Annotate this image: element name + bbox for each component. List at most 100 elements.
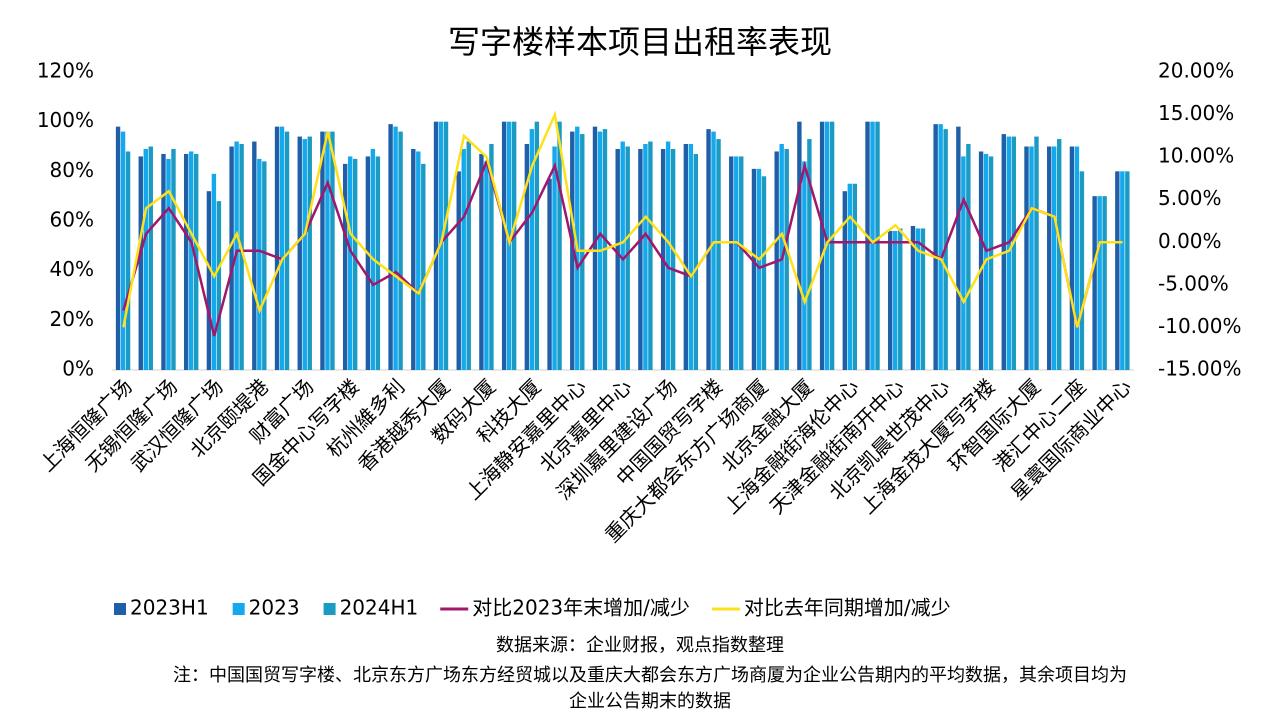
bar bbox=[183, 153, 189, 370]
bar bbox=[898, 228, 903, 370]
bar bbox=[120, 131, 126, 370]
bar bbox=[274, 126, 280, 370]
bar bbox=[829, 121, 835, 371]
bar bbox=[1115, 171, 1120, 370]
y2-tick-label: -10.00% bbox=[1158, 314, 1241, 338]
y2-tick-label: -15.00% bbox=[1158, 357, 1241, 381]
bar bbox=[716, 139, 721, 370]
bar bbox=[638, 148, 643, 370]
bar bbox=[1092, 196, 1097, 370]
y-tick-label: 40% bbox=[50, 257, 94, 281]
bar bbox=[1074, 146, 1080, 370]
bar bbox=[325, 131, 330, 370]
bar bbox=[802, 161, 807, 370]
bar bbox=[1120, 171, 1125, 370]
bar bbox=[688, 144, 694, 370]
bar bbox=[421, 163, 426, 370]
bar bbox=[330, 131, 335, 370]
bar bbox=[1006, 136, 1011, 370]
bar bbox=[416, 151, 421, 370]
bar bbox=[729, 156, 734, 370]
bar bbox=[393, 126, 398, 370]
bar bbox=[398, 131, 403, 370]
bar bbox=[461, 148, 466, 370]
bar bbox=[1011, 136, 1016, 370]
bar bbox=[148, 146, 153, 370]
bar bbox=[229, 146, 234, 370]
bar bbox=[307, 136, 312, 370]
bar bbox=[648, 141, 653, 370]
bar bbox=[670, 148, 676, 370]
bar bbox=[188, 151, 194, 370]
y2-tick-label: 0.00% bbox=[1158, 229, 1222, 253]
bar bbox=[547, 178, 552, 370]
bar bbox=[893, 230, 898, 370]
bar bbox=[865, 121, 870, 371]
bar bbox=[819, 121, 825, 371]
y-tick-label: 60% bbox=[50, 208, 94, 232]
bar bbox=[1102, 196, 1107, 370]
bar bbox=[683, 144, 689, 370]
bar bbox=[252, 141, 257, 370]
bar bbox=[1079, 171, 1085, 370]
bar bbox=[456, 171, 461, 370]
y2-tick-label: 15.00% bbox=[1158, 101, 1234, 125]
legend-label: 对比去年同期增加/减少 bbox=[744, 596, 951, 620]
bar bbox=[961, 156, 966, 370]
bar bbox=[784, 148, 789, 370]
bar bbox=[206, 191, 212, 370]
bar bbox=[888, 230, 893, 370]
legend-label: 对比2023年末增加/减少 bbox=[472, 596, 690, 620]
y-tick-label: 0% bbox=[62, 357, 94, 381]
bar bbox=[262, 161, 267, 370]
bar bbox=[433, 121, 439, 371]
bar bbox=[388, 124, 393, 371]
bar bbox=[910, 225, 916, 370]
bar bbox=[852, 183, 858, 370]
bar bbox=[302, 139, 307, 370]
bar bbox=[592, 126, 598, 370]
note: 注：中国国贸写字楼、北京东方广场东方经贸城以及重庆大都会东方广场商厦为企业公告期… bbox=[173, 665, 1127, 686]
bar bbox=[320, 131, 325, 370]
bar bbox=[797, 121, 802, 371]
bar bbox=[620, 141, 625, 370]
bar bbox=[342, 163, 348, 370]
bar bbox=[956, 126, 961, 370]
bar bbox=[511, 121, 517, 371]
bar bbox=[615, 148, 620, 370]
legend-label: 2023 bbox=[249, 596, 300, 620]
bar bbox=[665, 141, 671, 370]
bar bbox=[1125, 171, 1130, 370]
bar bbox=[557, 121, 562, 371]
y2-tick-label: 5.00% bbox=[1158, 186, 1222, 210]
bar bbox=[847, 183, 853, 370]
bar bbox=[534, 121, 540, 371]
bar bbox=[978, 151, 984, 370]
bar bbox=[938, 124, 943, 371]
source: 数据来源：企业财报，观点指数整理 bbox=[496, 635, 784, 656]
bar bbox=[284, 131, 290, 370]
chart-title: 写字楼样本项目出租率表现 bbox=[448, 23, 832, 61]
bar bbox=[1034, 136, 1039, 370]
bar bbox=[365, 156, 371, 370]
bar bbox=[875, 121, 880, 371]
y-tick-label: 80% bbox=[50, 158, 94, 182]
bar bbox=[443, 121, 449, 371]
note: 企业公告期末的数据 bbox=[569, 691, 731, 712]
bar bbox=[466, 141, 471, 370]
bar bbox=[489, 144, 494, 370]
bar bbox=[552, 146, 557, 370]
bar bbox=[161, 153, 166, 370]
bar bbox=[807, 139, 812, 370]
legend-swatch bbox=[114, 603, 126, 615]
y2-tick-label: -5.00% bbox=[1158, 271, 1229, 295]
y2-tick-label: 20.00% bbox=[1158, 59, 1234, 83]
bar bbox=[920, 228, 926, 370]
legend-swatch bbox=[323, 603, 336, 615]
bar bbox=[211, 173, 217, 370]
bar bbox=[761, 176, 767, 370]
bar bbox=[501, 121, 507, 371]
line bbox=[122, 110, 1123, 328]
legend-swatch bbox=[232, 603, 245, 615]
bar bbox=[842, 191, 848, 370]
